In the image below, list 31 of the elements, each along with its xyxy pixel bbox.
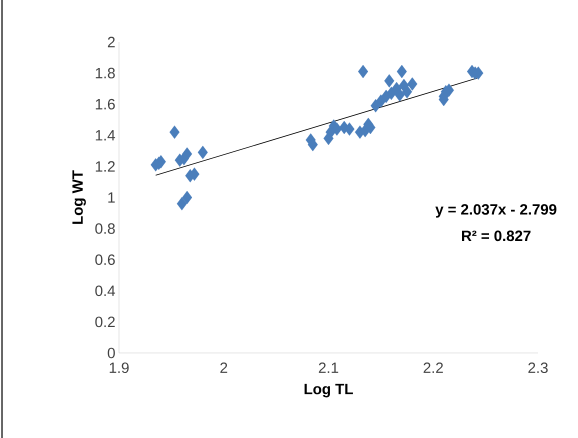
annotation: R² = 0.827 bbox=[462, 230, 531, 242]
point bbox=[358, 64, 368, 78]
point bbox=[402, 85, 412, 98]
y-tick-label: 0.6 bbox=[95, 254, 115, 265]
point bbox=[396, 64, 407, 78]
point bbox=[169, 126, 180, 139]
y-tick-label: 0.2 bbox=[95, 316, 115, 328]
point bbox=[176, 197, 187, 210]
y-tick-label: 1.4 bbox=[96, 130, 116, 140]
point bbox=[384, 74, 394, 88]
y-tick-label: 0.4 bbox=[95, 285, 116, 296]
y-tick-label: 1 bbox=[108, 192, 115, 203]
y-tick-label: 1.6 bbox=[96, 98, 115, 110]
x-tick-label: 1.9 bbox=[110, 362, 129, 374]
y-tick-label: 0.8 bbox=[95, 223, 115, 234]
x-tick-label: 2.1 bbox=[318, 362, 338, 373]
point bbox=[182, 190, 192, 204]
point bbox=[198, 146, 208, 160]
annotation: y = 2.037x - 2.799 bbox=[435, 204, 556, 218]
y-tick-label: 1.2 bbox=[96, 161, 115, 172]
point bbox=[407, 77, 418, 91]
x-tick-label: 2 bbox=[220, 362, 228, 373]
x-tick-label: 2.3 bbox=[528, 362, 548, 374]
point bbox=[394, 88, 405, 102]
point bbox=[344, 122, 355, 136]
y-tick-label: 2 bbox=[108, 36, 115, 48]
y-tick-label: 0 bbox=[108, 348, 115, 358]
x-tick-label: 2.2 bbox=[424, 362, 443, 373]
x-axis-title: Log TL bbox=[304, 384, 353, 398]
y-tick-label: 1.8 bbox=[96, 68, 115, 78]
y-axis-title: Log WT bbox=[72, 170, 86, 224]
